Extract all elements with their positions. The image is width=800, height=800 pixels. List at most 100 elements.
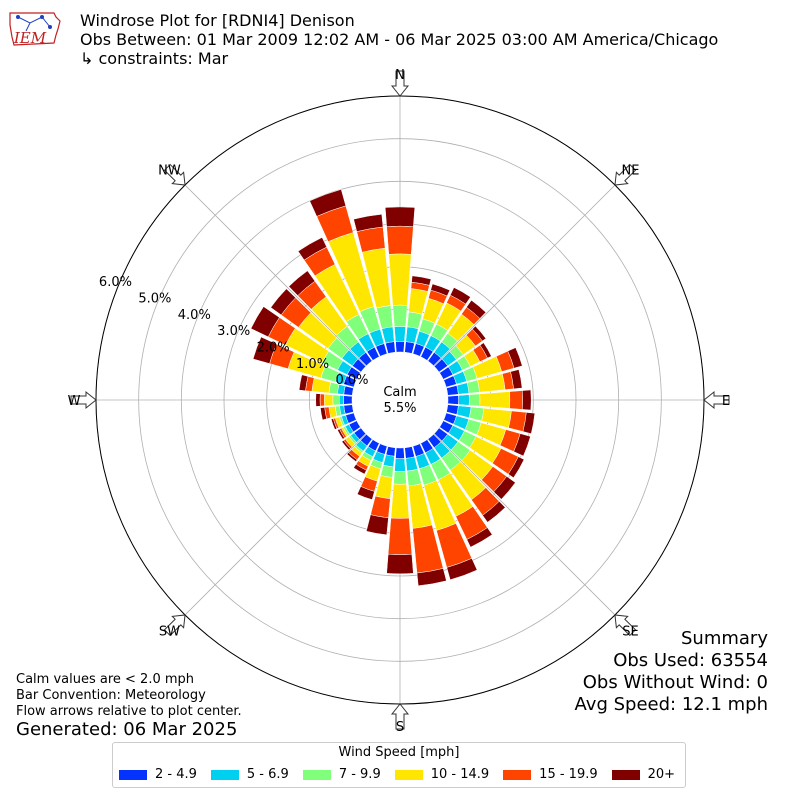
wind-bar-segment — [394, 458, 406, 472]
legend-label: 10 - 14.9 — [430, 767, 490, 782]
flow-arrow-icon — [614, 163, 637, 186]
direction-label: SW — [159, 625, 180, 640]
calm-note: Calm values are < 2.0 mph — [16, 672, 195, 687]
avg-speed: Avg Speed: 12.1 mph — [574, 694, 768, 715]
wind-bar-segment — [385, 446, 396, 457]
wind-bar-segment — [406, 311, 423, 330]
legend-swatch — [302, 769, 331, 780]
wind-bar-segment — [479, 342, 492, 359]
summary: Summary Obs Used: 63554 Obs Without Wind… — [575, 628, 768, 716]
logo-text: IEM — [13, 29, 47, 47]
legend-item: 20+ — [611, 767, 676, 782]
wind-bar-segment — [513, 433, 531, 457]
wind-bar-segment — [311, 377, 332, 394]
wind-bar-segment — [522, 412, 536, 434]
wind-bar-segment — [366, 514, 389, 536]
wind-bar-segment — [430, 283, 451, 297]
legend-swatch — [119, 769, 147, 780]
wind-bar-segment — [404, 446, 415, 459]
direction-labels: N NE E SE S SW W NW — [68, 68, 731, 735]
legend-item: 2 - 4.9 — [119, 767, 197, 782]
direction-label: SE — [622, 625, 638, 640]
network-lines-icon — [17, 16, 51, 32]
wind-bar-segment — [406, 468, 422, 487]
wind-bar-segment — [353, 213, 384, 232]
wind-bar-segment — [386, 553, 414, 575]
node-icon — [48, 25, 52, 29]
calm-circle — [352, 352, 448, 448]
wind-bar-segment — [250, 306, 280, 338]
wind-bar-segment — [324, 393, 334, 407]
wind-bar-segment — [385, 341, 396, 354]
wind-bar-segment — [330, 418, 338, 430]
direction-label: S — [396, 720, 404, 735]
bar-convention-note: Bar Convention: Meteorology — [16, 688, 206, 703]
wind-bar-segment — [507, 347, 523, 369]
summary-title: Summary — [681, 628, 768, 649]
grid-spoke — [433, 433, 616, 616]
wind-bar-segment — [343, 395, 353, 405]
wind-bar-segment — [288, 270, 316, 296]
legend-label: 2 - 4.9 — [155, 767, 197, 782]
wind-bar-segment — [394, 326, 406, 342]
wind-bar-segment — [338, 395, 344, 405]
wind-bar-segment — [479, 391, 511, 409]
chart-header: Windrose Plot for [RDNI4] Denison Obs Be… — [80, 11, 718, 68]
wind-bar-segment — [390, 483, 410, 519]
legend-swatch — [611, 769, 640, 780]
wind-bar-segment — [449, 287, 471, 305]
wind-bar-segment — [392, 304, 408, 327]
radial-tick-label: 6.0% — [99, 275, 132, 290]
chart-title: Windrose Plot for [RDNI4] Denison — [80, 11, 355, 30]
legend-items: 2 - 4.9 5 - 6.9 7 - 9.9 10 - 14.9 15 - 19.9 2… — [119, 767, 675, 782]
flow-arrow-icon — [70, 390, 97, 410]
legend-item: 10 - 14.9 — [394, 767, 490, 782]
wind-bar-segment — [252, 336, 277, 364]
wind-bar-segment — [509, 390, 523, 410]
calm-label: Calm — [383, 385, 416, 400]
direction-label: NW — [158, 163, 181, 178]
wind-bar-segment — [382, 454, 395, 468]
wind-bar-segment — [458, 394, 470, 406]
flow-arrow-icon — [163, 614, 186, 637]
wind-bar-segment — [466, 299, 487, 319]
flow-arrow-icon — [390, 703, 410, 730]
wind-bar-segment — [472, 325, 487, 342]
wind-bar-segment — [270, 288, 296, 316]
grid-spoke — [184, 184, 367, 367]
grid-spoke — [433, 184, 616, 367]
notes: Calm values are < 2.0 mph Bar Convention… — [16, 672, 242, 720]
legend-label: 20+ — [647, 767, 676, 782]
wind-bar-segment — [332, 394, 340, 406]
wind-bar-segment — [507, 456, 525, 479]
grid-spoke — [184, 433, 367, 616]
wind-bar-segment — [356, 486, 375, 500]
wind-bar-segment — [393, 470, 407, 485]
wind-bar-segment — [315, 393, 321, 407]
wind-bar-segment — [384, 206, 416, 227]
radial-tick-label: 4.0% — [178, 308, 211, 323]
legend-label: 5 - 6.9 — [246, 767, 289, 782]
legend-label: 15 - 19.9 — [539, 767, 598, 782]
wind-bar-segment — [387, 517, 413, 555]
wind-bar-segment — [446, 404, 459, 415]
flow-arrow-icon — [614, 614, 637, 637]
wind-bar-segment — [395, 447, 405, 459]
flow-arrow-icon — [703, 390, 730, 410]
legend-item: 5 - 6.9 — [210, 767, 289, 782]
legend-swatch — [394, 769, 423, 780]
wind-bar-segment — [446, 558, 478, 581]
direction-label: E — [722, 394, 730, 409]
radial-tick-labels: 0.0% 1.0% 2.0% 3.0% 4.0% 5.0% 6.0% — [99, 275, 369, 388]
generated-date: Generated: 06 Mar 2025 — [16, 719, 238, 740]
iem-logo: IEM — [9, 12, 61, 47]
wind-bar-segment — [456, 382, 470, 395]
legend-swatch — [503, 769, 532, 780]
wind-bar-segment — [337, 428, 345, 440]
radial-tick-label: 5.0% — [138, 291, 171, 306]
direction-label: N — [395, 68, 405, 83]
wind-bar-segment — [446, 385, 459, 396]
legend: Wind Speed [mph] 2 - 4.9 5 - 6.9 7 - 9.9 10… — [112, 742, 686, 788]
flow-arrow-icon — [163, 163, 186, 186]
radial-tick-label: 3.0% — [217, 324, 250, 339]
